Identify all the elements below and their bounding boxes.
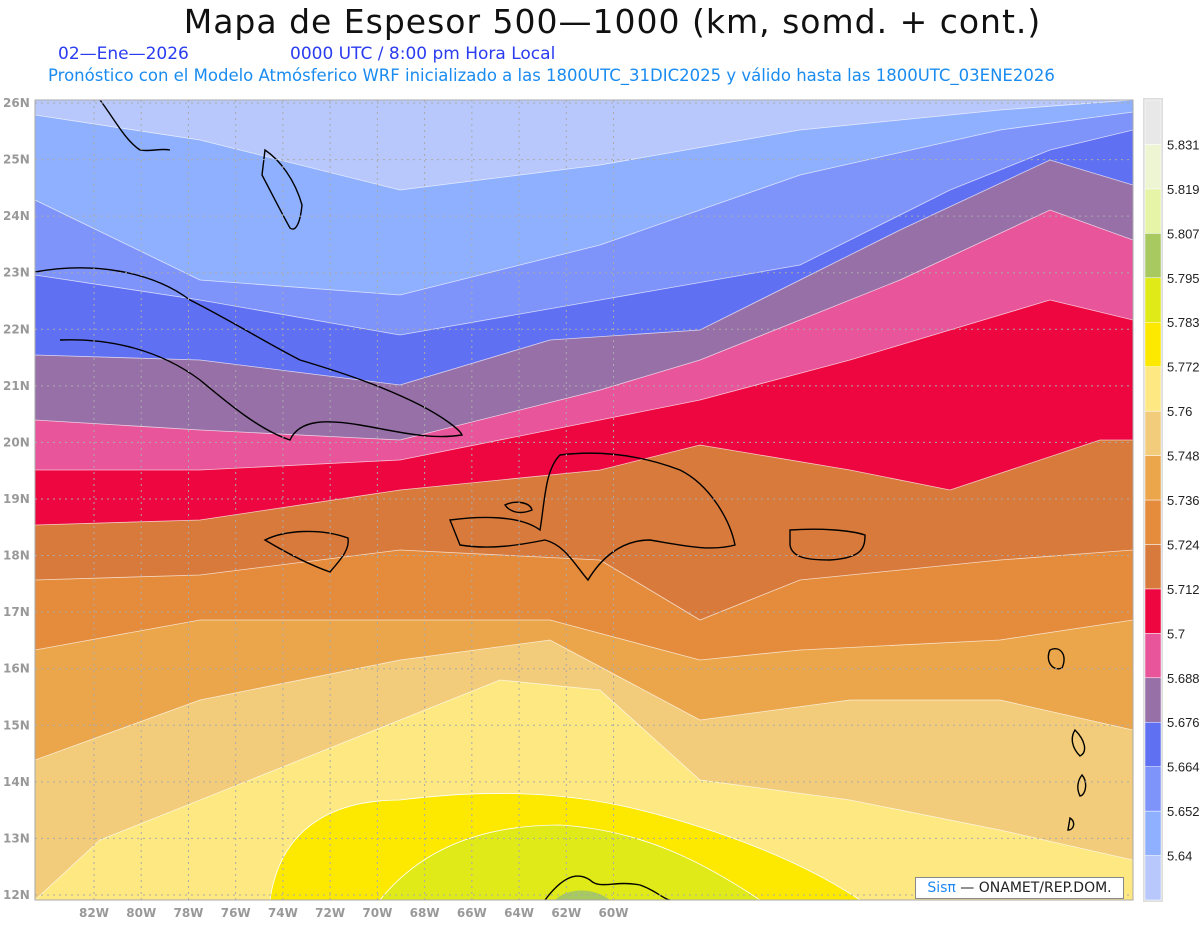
colorbar-label: 5.652 bbox=[1167, 804, 1200, 819]
map-frame bbox=[34, 99, 1134, 901]
colorbar-label: 5.795 bbox=[1167, 271, 1200, 286]
lon-label: 74W bbox=[268, 906, 298, 920]
colorbar-swatch bbox=[1144, 321, 1162, 367]
thickness-contour-bands bbox=[35, 100, 1133, 900]
colorbar-label: 5.712 bbox=[1167, 582, 1200, 597]
colorbar-label: 5.736 bbox=[1167, 493, 1200, 508]
lesser-antilles bbox=[1047, 648, 1087, 831]
colorbar-swatch bbox=[1144, 721, 1162, 767]
lon-label: 72W bbox=[315, 906, 345, 920]
lat-label: 14N bbox=[3, 775, 30, 789]
lon-label: 66W bbox=[457, 906, 487, 920]
lat-label: 17N bbox=[3, 605, 30, 619]
lon-label: 70W bbox=[362, 906, 392, 920]
lat-label: 19N bbox=[3, 492, 30, 506]
lon-label: 68W bbox=[410, 906, 440, 920]
forecast-time: 0000 UTC / 8:00 pm Hora Local bbox=[290, 44, 556, 64]
cuba-coastline bbox=[35, 267, 463, 441]
lat-label: 18N bbox=[3, 549, 30, 563]
lat-label: 23N bbox=[3, 266, 30, 280]
lon-label: 64W bbox=[504, 906, 534, 920]
colorbar-swatch bbox=[1144, 544, 1162, 590]
lat-label: 25N bbox=[3, 153, 30, 167]
lat-label: 26N bbox=[3, 96, 30, 110]
colorbar-swatch bbox=[1144, 677, 1162, 723]
axis-labels: 82W 80W 78W 76W 74W 72W 70W 68W 66W 64W 62W 60W 26N 2… bbox=[3, 96, 628, 920]
lat-label: 16N bbox=[3, 662, 30, 676]
lon-label: 78W bbox=[173, 906, 203, 920]
lon-label: 80W bbox=[126, 906, 156, 920]
colorbar-swatch bbox=[1144, 766, 1162, 812]
colorbar-label: 5.807 bbox=[1167, 226, 1200, 241]
hispaniola-coastline bbox=[449, 452, 736, 582]
colorbar-swatch bbox=[1144, 588, 1162, 634]
colorbar-label: 5.76 bbox=[1167, 404, 1192, 419]
colorbar-swatch bbox=[1144, 233, 1162, 279]
coastlines bbox=[35, 100, 1087, 900]
lon-label: 76W bbox=[221, 906, 251, 920]
south-america-coastline bbox=[544, 875, 671, 900]
colorbar-swatch bbox=[1144, 99, 1162, 145]
colorbar-swatch bbox=[1144, 277, 1162, 323]
band-13 bbox=[379, 824, 761, 900]
lat-label: 15N bbox=[3, 718, 30, 732]
colorbar-swatch bbox=[1144, 855, 1162, 901]
lon-label: 60W bbox=[599, 906, 629, 920]
colorbar: 5.64 5.652 5.664 5.676 5.688 5.7 5.712 5.724 5.7… bbox=[1143, 98, 1200, 902]
andros-island bbox=[261, 148, 303, 230]
colorbar-swatch bbox=[1144, 499, 1162, 545]
lon-label: 82W bbox=[79, 906, 109, 920]
lat-label: 21N bbox=[3, 379, 30, 393]
graticule bbox=[35, 100, 1133, 900]
sispi-logo: Sisπ bbox=[927, 880, 956, 896]
lat-label: 24N bbox=[3, 209, 30, 223]
colorbar-label: 5.676 bbox=[1167, 715, 1200, 730]
florida-coastline bbox=[99, 100, 171, 152]
forecast-date: 02—Ene—2026 bbox=[58, 44, 189, 64]
colorbar-label: 5.772 bbox=[1167, 360, 1200, 375]
colorbar-swatch bbox=[1144, 810, 1162, 856]
gonave-island bbox=[503, 501, 533, 514]
colorbar-label: 5.7 bbox=[1167, 626, 1185, 641]
colorbar-label: 5.664 bbox=[1167, 760, 1200, 775]
credit-text: — ONAMET/REP.DOM. bbox=[955, 880, 1112, 896]
model-subtitle: Pronóstico con el Modelo Atmósferico WRF… bbox=[48, 66, 1055, 85]
colorbar-swatch bbox=[1144, 144, 1162, 190]
colorbar-swatch bbox=[1144, 366, 1162, 412]
colorbar-label: 5.64 bbox=[1167, 849, 1192, 864]
credit-box: Sisπ — ONAMET/REP.DOM. bbox=[915, 877, 1124, 899]
colorbar-swatch bbox=[1144, 410, 1162, 456]
lat-label: 20N bbox=[3, 435, 30, 449]
map-title: Mapa de Espesor 500—1000 (km, somd. + co… bbox=[183, 2, 1042, 41]
colorbar-label: 5.783 bbox=[1167, 315, 1200, 330]
lon-label: 62W bbox=[551, 906, 581, 920]
colorbar-label: 5.688 bbox=[1167, 671, 1200, 686]
colorbar-label: 5.831 bbox=[1167, 137, 1200, 152]
colorbar-swatch bbox=[1144, 633, 1162, 679]
colorbar-swatch bbox=[1144, 455, 1162, 501]
puerto-rico-coastline bbox=[789, 528, 866, 561]
colorbar-label: 5.724 bbox=[1167, 537, 1200, 552]
lat-label: 13N bbox=[3, 831, 30, 845]
lat-label: 22N bbox=[3, 322, 30, 336]
colorbar-label: 5.748 bbox=[1167, 449, 1200, 464]
jamaica-coastline bbox=[263, 530, 349, 573]
colorbar-label: 5.819 bbox=[1167, 182, 1200, 197]
colorbar-swatch bbox=[1144, 188, 1162, 234]
lat-label: 12N bbox=[3, 888, 30, 902]
